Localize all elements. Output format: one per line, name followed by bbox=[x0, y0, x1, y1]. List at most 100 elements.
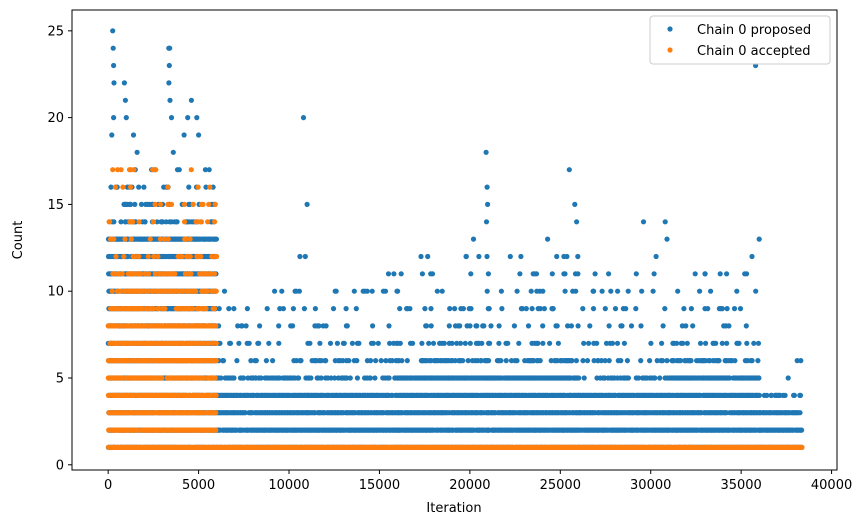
proposed-point bbox=[424, 323, 430, 329]
proposed-point bbox=[333, 288, 339, 294]
proposed-point bbox=[203, 184, 209, 190]
accepted-point bbox=[136, 253, 142, 260]
proposed-point bbox=[123, 115, 129, 121]
proposed-point bbox=[732, 358, 738, 364]
proposed-point bbox=[724, 340, 730, 346]
proposed-point bbox=[638, 358, 644, 364]
proposed-point bbox=[356, 340, 362, 346]
proposed-point bbox=[519, 306, 526, 312]
proposed-point bbox=[276, 340, 282, 346]
proposed-point bbox=[555, 340, 562, 346]
proposed-point bbox=[386, 323, 392, 329]
proposed-point bbox=[221, 288, 228, 294]
proposed-point bbox=[248, 358, 254, 364]
proposed-point bbox=[639, 288, 645, 294]
proposed-point bbox=[111, 62, 117, 69]
proposed-point bbox=[580, 358, 586, 364]
proposed-point bbox=[505, 340, 511, 346]
proposed-point bbox=[608, 288, 614, 294]
proposed-point bbox=[419, 340, 425, 346]
proposed-point bbox=[681, 306, 687, 312]
proposed-point bbox=[562, 288, 568, 294]
proposed-point bbox=[220, 358, 227, 364]
proposed-point bbox=[587, 323, 593, 329]
proposed-point bbox=[797, 410, 803, 416]
proposed-point bbox=[300, 115, 307, 121]
proposed-point bbox=[547, 340, 553, 346]
proposed-point bbox=[503, 358, 509, 364]
accepted-point bbox=[157, 201, 164, 207]
proposed-point bbox=[499, 306, 505, 312]
proposed-point bbox=[690, 323, 696, 329]
proposed-point bbox=[523, 306, 529, 312]
proposed-point bbox=[606, 323, 612, 329]
accepted-point bbox=[118, 167, 124, 173]
accepted-point bbox=[188, 167, 194, 173]
proposed-point bbox=[612, 306, 619, 312]
proposed-point bbox=[130, 132, 137, 138]
proposed-point bbox=[226, 306, 232, 312]
proposed-point bbox=[318, 358, 324, 364]
proposed-point bbox=[625, 288, 631, 294]
proposed-point bbox=[404, 358, 410, 364]
proposed-point bbox=[351, 288, 357, 294]
proposed-point bbox=[340, 358, 346, 364]
accepted-point bbox=[122, 236, 128, 242]
proposed-point bbox=[591, 288, 597, 294]
accepted-point bbox=[179, 253, 185, 260]
proposed-point bbox=[382, 288, 389, 294]
proposed-point bbox=[486, 306, 492, 312]
proposed-point bbox=[434, 288, 440, 294]
proposed-point bbox=[323, 323, 329, 329]
proposed-point bbox=[719, 340, 725, 346]
proposed-point bbox=[755, 340, 762, 346]
proposed-point bbox=[385, 271, 392, 277]
proposed-point bbox=[236, 340, 242, 346]
proposed-point bbox=[498, 358, 504, 364]
proposed-point bbox=[467, 323, 473, 329]
proposed-point bbox=[128, 201, 134, 207]
proposed-point bbox=[651, 271, 657, 277]
proposed-point bbox=[638, 323, 644, 329]
proposed-point bbox=[391, 271, 397, 277]
proposed-point bbox=[572, 201, 578, 207]
proposed-point bbox=[529, 306, 535, 312]
proposed-point bbox=[678, 358, 684, 364]
proposed-point bbox=[731, 306, 738, 312]
proposed-point bbox=[498, 288, 504, 294]
proposed-point bbox=[272, 288, 278, 294]
proposed-point bbox=[584, 358, 591, 364]
proposed-point bbox=[716, 358, 722, 364]
proposed-point bbox=[141, 184, 147, 190]
proposed-point bbox=[785, 375, 791, 381]
proposed-point bbox=[290, 306, 296, 312]
proposed-point bbox=[756, 236, 762, 242]
proposed-point bbox=[751, 340, 757, 346]
proposed-point bbox=[341, 340, 347, 346]
proposed-point bbox=[514, 358, 520, 364]
proposed-point bbox=[606, 271, 612, 277]
proposed-point bbox=[487, 340, 493, 346]
proposed-point bbox=[525, 323, 532, 329]
proposed-point bbox=[561, 253, 567, 260]
proposed-point bbox=[486, 358, 492, 364]
proposed-point bbox=[625, 375, 632, 381]
proposed-point bbox=[307, 340, 313, 346]
proposed-point bbox=[624, 358, 631, 364]
proposed-point bbox=[575, 253, 581, 260]
accepted-point bbox=[165, 236, 171, 242]
accepted-point bbox=[162, 306, 168, 312]
proposed-point bbox=[708, 288, 714, 294]
proposed-point bbox=[517, 271, 523, 277]
accepted-point bbox=[147, 236, 153, 242]
proposed-point bbox=[176, 167, 182, 173]
proposed-point bbox=[602, 358, 608, 364]
proposed-point bbox=[302, 253, 308, 260]
proposed-point bbox=[586, 340, 592, 346]
proposed-point bbox=[231, 306, 237, 312]
proposed-point bbox=[705, 306, 711, 312]
proposed-point bbox=[296, 375, 302, 381]
accepted-point bbox=[188, 271, 194, 277]
proposed-point bbox=[697, 340, 704, 346]
